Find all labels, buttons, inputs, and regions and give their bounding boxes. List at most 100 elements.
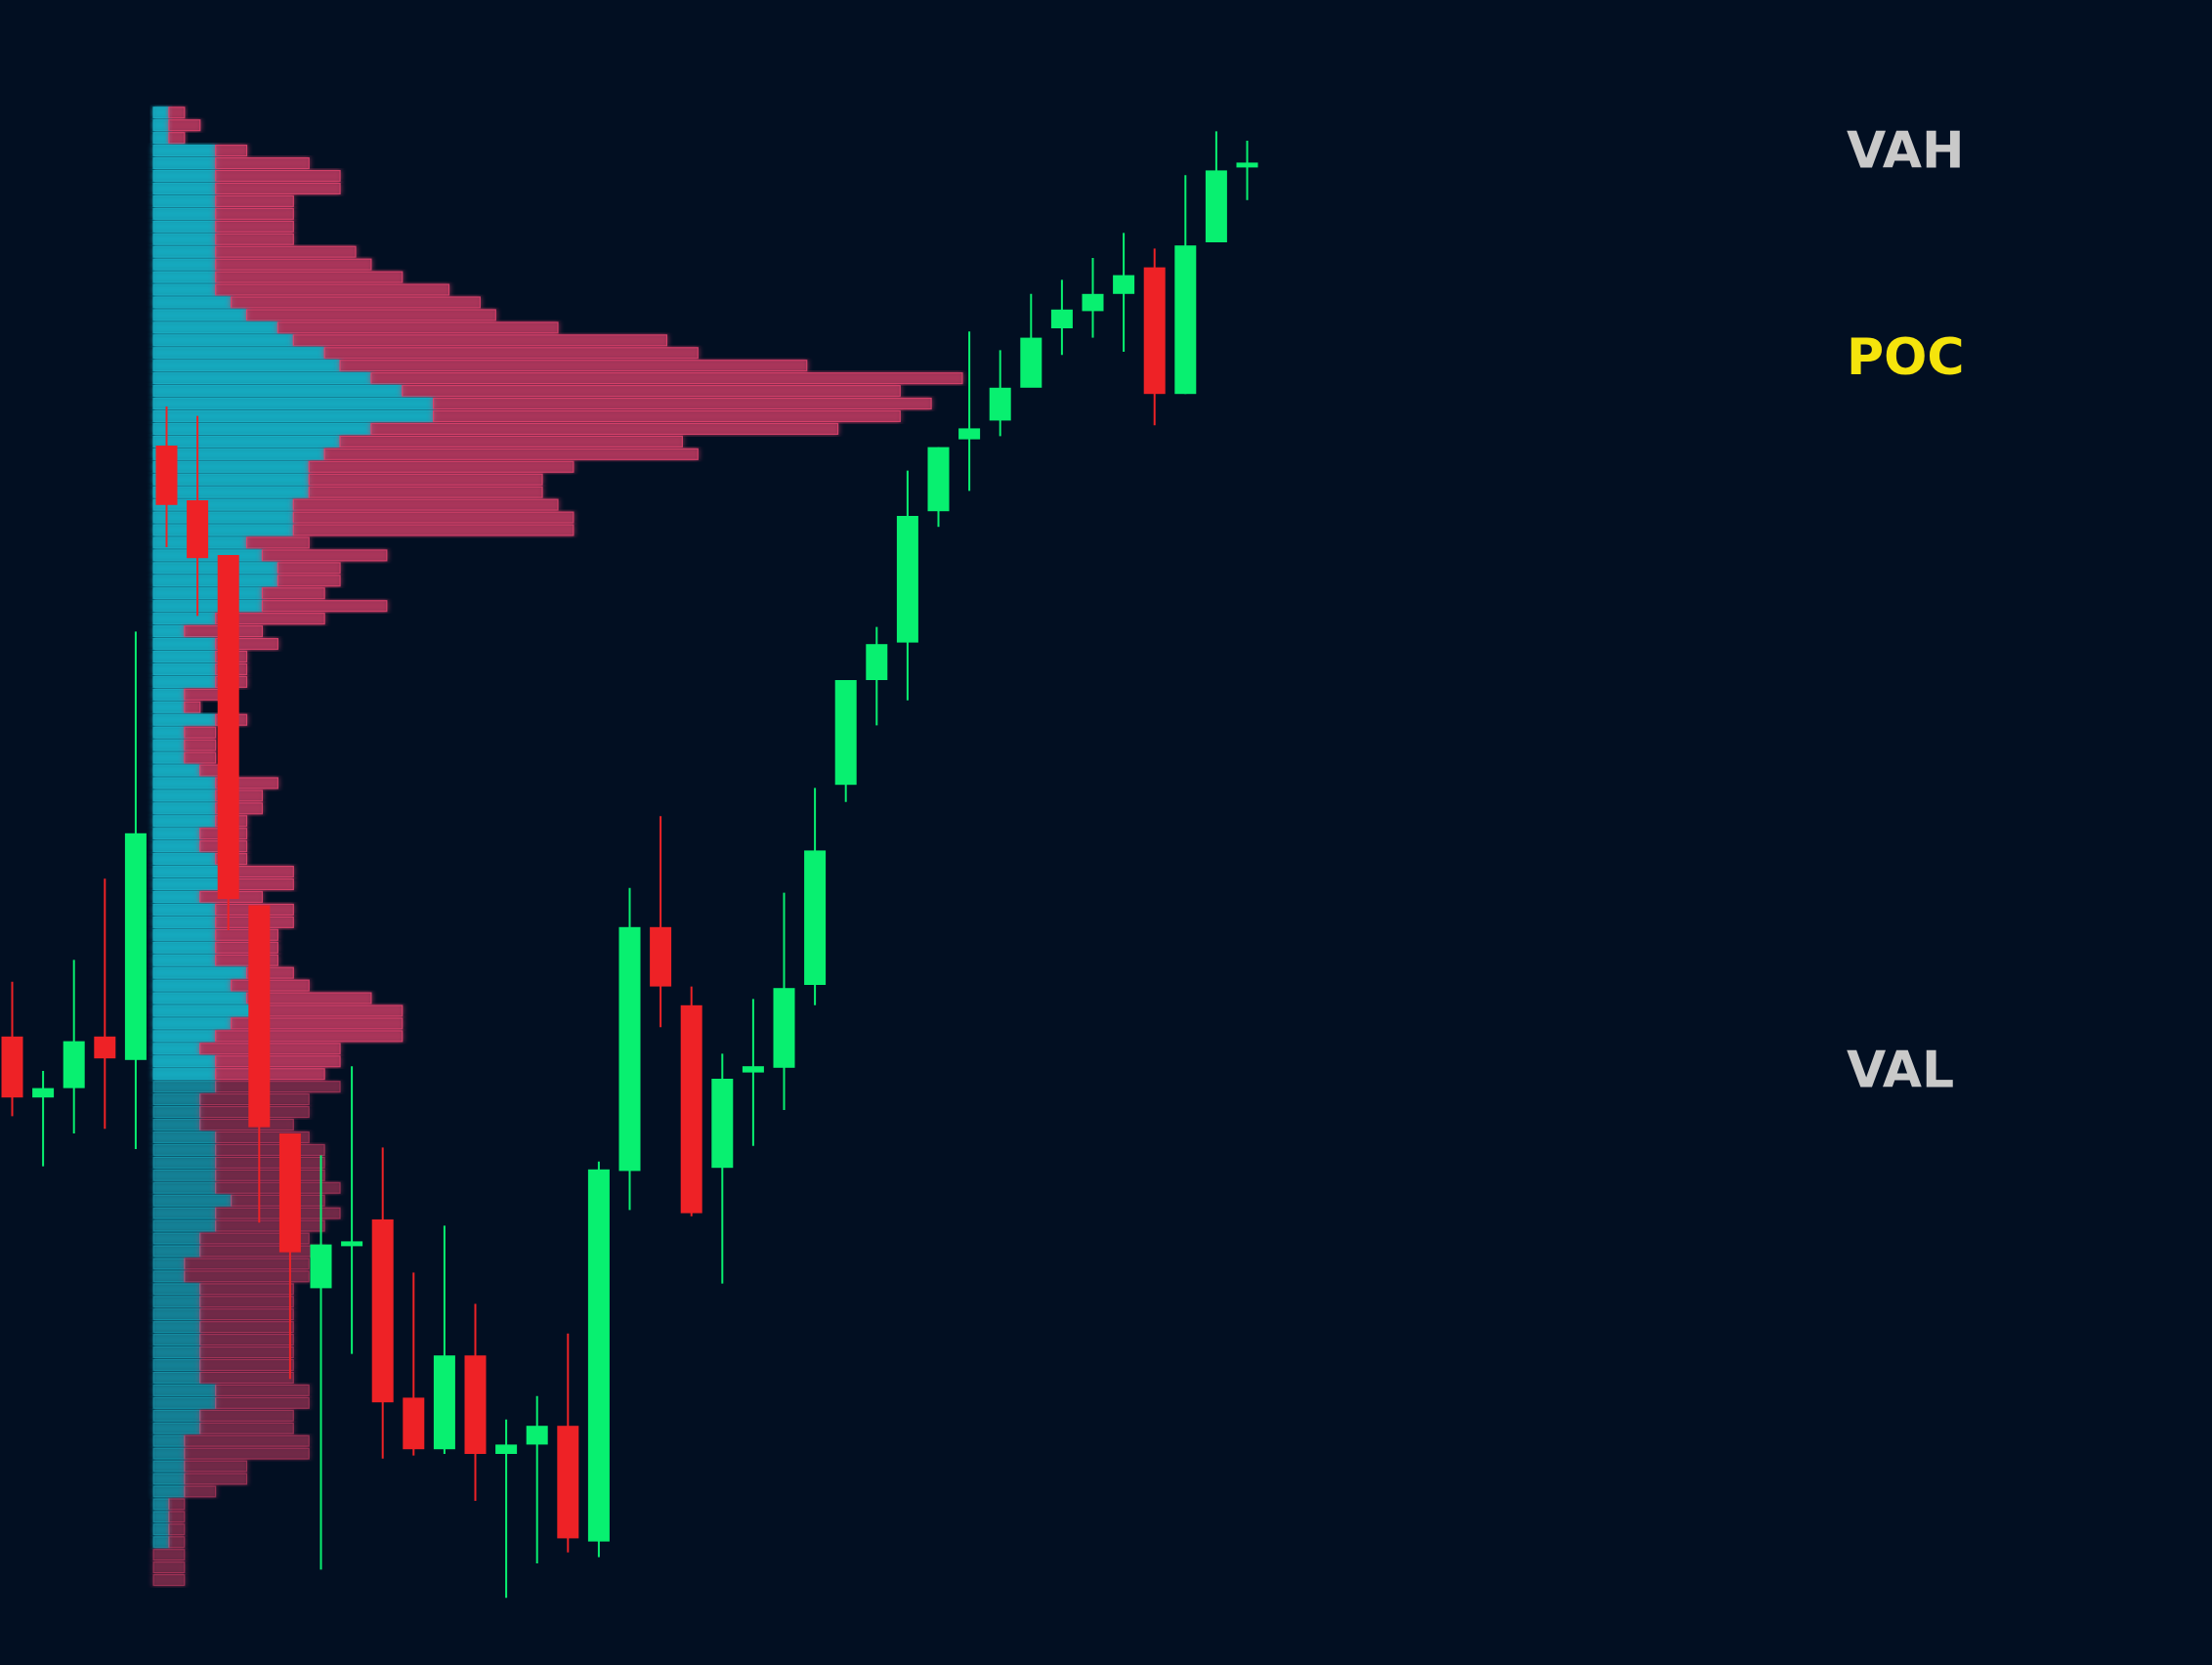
profile-row [152, 1081, 341, 1093]
profile-sell-bar [245, 536, 310, 549]
profile-buy-bar [152, 1396, 217, 1409]
profile-sell-bar [199, 1422, 294, 1434]
profile-sell-bar [215, 233, 294, 245]
profile-sell-bar [184, 1258, 310, 1270]
profile-sell-bar [231, 979, 310, 992]
profile-sell-bar [292, 511, 574, 524]
candle-body [1143, 267, 1166, 395]
profile-row [152, 1194, 325, 1207]
profile-row [152, 1169, 325, 1181]
profile-buy-bar [152, 1131, 217, 1144]
profile-buy-bar [152, 1232, 201, 1245]
profile-sell-bar [245, 966, 294, 979]
profile-sell-bar [215, 207, 294, 220]
bullish-candle [773, 892, 795, 1110]
profile-row [152, 334, 668, 347]
profile-buy-bar [152, 524, 294, 536]
vah-label: VAH [1847, 122, 1964, 181]
profile-sell-bar [199, 1358, 294, 1372]
profile-row [152, 1105, 310, 1119]
profile-row [152, 460, 574, 473]
profile-row [152, 409, 901, 423]
candle-body [1, 1036, 23, 1098]
profile-sell-bar [292, 498, 559, 511]
candle-body [433, 1355, 455, 1450]
profile-buy-bar [152, 245, 217, 258]
profile-buy-bar [152, 1334, 201, 1346]
bullish-candle [1050, 279, 1073, 356]
profile-buy-bar [152, 1270, 186, 1283]
profile-sell-bar [231, 865, 294, 878]
profile-buy-bar [152, 1409, 201, 1422]
bullish-candle [804, 788, 827, 1005]
profile-row [152, 890, 264, 904]
profile-row [152, 1422, 294, 1434]
profile-sell-bar [261, 587, 325, 600]
profile-row [152, 1321, 294, 1334]
profile-sell-bar [245, 309, 496, 321]
profile-row [152, 473, 543, 486]
candle-body [94, 1036, 116, 1059]
candle-body [403, 1397, 425, 1450]
candle-body [155, 446, 178, 505]
bearish-candle [217, 555, 239, 930]
candle-body [650, 926, 672, 987]
profile-row [152, 1511, 186, 1523]
value-area-levels: VAH POC VAL [153, 122, 1964, 1099]
profile-sell-bar [199, 1334, 294, 1346]
profile-buy-bar [152, 600, 264, 613]
profile-buy-bar [152, 1422, 201, 1434]
bullish-candle [834, 680, 857, 802]
profile-buy-bar [152, 422, 372, 436]
profile-sell-bar [323, 448, 699, 460]
profile-sell-bar [245, 992, 372, 1004]
profile-buy-bar [152, 1460, 186, 1473]
profile-row [152, 258, 372, 271]
profile-row [152, 1536, 186, 1549]
bullish-candle [742, 999, 764, 1146]
bullish-candle [587, 1161, 610, 1558]
profile-row [152, 751, 217, 764]
bearish-candle [680, 986, 702, 1217]
profile-sell-bar [184, 1270, 310, 1283]
profile-sell-bar [261, 549, 388, 562]
profile-row [152, 233, 294, 245]
profile-buy-bar [152, 1473, 186, 1485]
profile-buy-bar [152, 1017, 233, 1030]
profile-sell-bar [215, 1219, 325, 1232]
profile-row [152, 1004, 404, 1017]
profile-buy-bar [152, 751, 186, 764]
profile-sell-bar [276, 562, 341, 575]
bullish-candle [1205, 131, 1227, 242]
candle-body [1020, 337, 1042, 388]
profile-sell-bar [215, 941, 278, 954]
profile-row [152, 992, 372, 1004]
bullish-candle [927, 447, 950, 528]
profile-buy-bar [152, 1523, 170, 1536]
profile-sell-bar [215, 1181, 341, 1194]
profile-sell-bar [261, 600, 388, 613]
profile-buy-bar [152, 941, 217, 954]
profile-buy-bar [152, 928, 217, 941]
profile-sell-bar [402, 385, 901, 398]
profile-buy-bar [152, 409, 435, 423]
bearish-candle [464, 1303, 487, 1501]
bearish-candle [557, 1333, 579, 1553]
profile-row [152, 1219, 325, 1232]
candle-body [32, 1088, 55, 1098]
profile-row [152, 347, 699, 360]
profile-row [152, 309, 496, 321]
candle-body [1205, 170, 1227, 242]
profile-sell-bar [184, 751, 217, 764]
profile-row [152, 1574, 186, 1587]
profile-sell-bar [323, 347, 699, 360]
profile-buy-bar [152, 1118, 201, 1131]
profile-buy-bar [152, 1143, 217, 1156]
profile-sell-bar [184, 726, 217, 739]
profile-row [152, 613, 325, 625]
bearish-candle [155, 406, 178, 547]
profile-row [152, 1384, 310, 1396]
profile-sell-bar [231, 1017, 404, 1030]
profile-buy-bar [152, 334, 294, 347]
